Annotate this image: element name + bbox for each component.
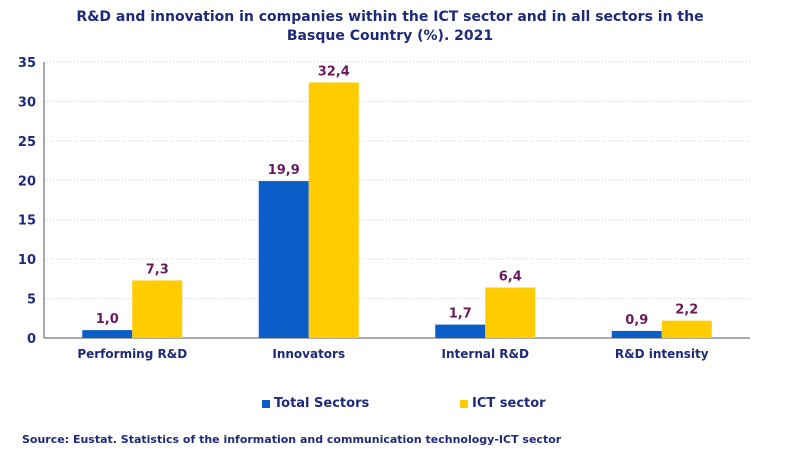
bar <box>661 320 712 338</box>
bar <box>258 181 309 338</box>
bar <box>435 324 486 338</box>
legend-label-total-sectors: Total Sectors <box>274 396 370 411</box>
data-label: 0,9 <box>625 313 648 328</box>
y-tick-label: 0 <box>27 332 36 347</box>
y-tick-label: 25 <box>18 135 36 150</box>
data-label: 6,4 <box>499 270 522 285</box>
x-tick-label: R&D intensity <box>615 347 709 361</box>
bar <box>611 330 662 338</box>
x-tick-label: Performing R&D <box>77 347 187 361</box>
data-label: 1,7 <box>449 307 472 322</box>
bar <box>82 330 133 338</box>
data-label: 19,9 <box>268 163 300 178</box>
data-label: 2,2 <box>675 303 698 318</box>
bar <box>132 280 183 338</box>
legend-label-ict-sector: ICT sector <box>472 396 546 411</box>
y-tick-label: 35 <box>18 56 36 71</box>
legend-item-total-sectors: Total Sectors <box>262 396 369 411</box>
x-tick-label: Internal R&D <box>442 347 529 361</box>
legend-item-ict-sector: ICT sector <box>460 396 546 411</box>
data-label: 1,0 <box>96 312 119 327</box>
y-tick-label: 5 <box>27 293 36 308</box>
source-note: Source: Eustat. Statistics of the inform… <box>22 433 562 446</box>
bar <box>308 82 359 338</box>
legend-swatch-total-sectors <box>262 399 270 408</box>
chart-title: R&D and innovation in companies within t… <box>60 8 720 46</box>
bar <box>485 287 536 338</box>
y-tick-label: 10 <box>18 253 36 268</box>
x-tick-label: Innovators <box>272 347 345 361</box>
y-tick-label: 15 <box>18 214 36 229</box>
legend: Total Sectors ICT sector <box>0 396 800 416</box>
bar-chart: 0 5 10 15 20 25 30 35 1,0 7,3 Performing R&D 19,9 32… <box>18 56 750 361</box>
chart-title-line-1: R&D and innovation in companies within t… <box>76 9 704 25</box>
data-label: 32,4 <box>318 65 350 80</box>
y-tick-label: 30 <box>18 95 36 110</box>
data-label: 7,3 <box>146 262 169 277</box>
chart-title-line-2: Basque Country (%). 2021 <box>286 28 494 44</box>
y-tick-label: 20 <box>18 174 36 189</box>
legend-swatch-ict-sector <box>460 399 468 408</box>
